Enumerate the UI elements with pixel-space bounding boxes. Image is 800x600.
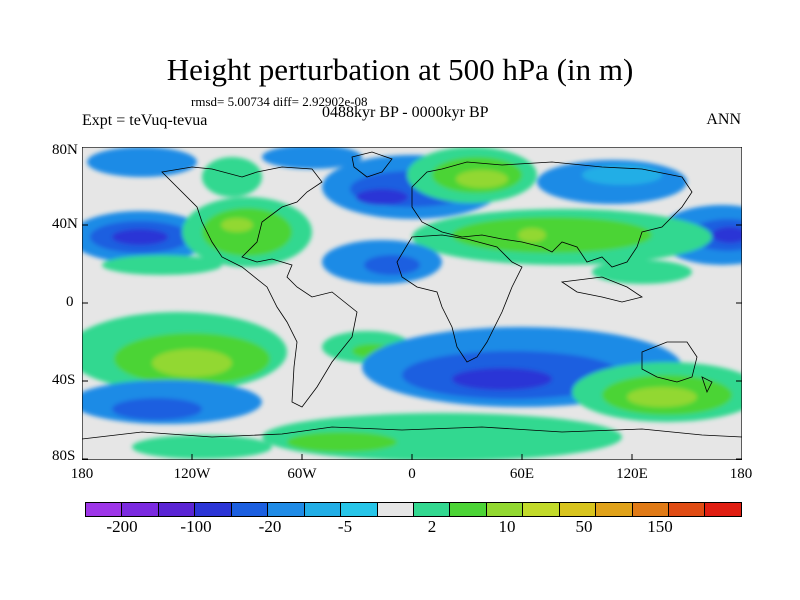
colorbar-swatch-4 bbox=[230, 503, 268, 516]
colorbar-swatch-5 bbox=[267, 503, 304, 516]
colorbar-swatch-6 bbox=[303, 503, 341, 516]
experiment-label: Expt = teVuq-tevua bbox=[82, 112, 208, 129]
colorbar-swatch-7 bbox=[340, 503, 377, 516]
coastlines bbox=[82, 151, 742, 440]
lat-label-80n: 80N bbox=[52, 142, 78, 158]
colorbar-label: 10 bbox=[498, 517, 516, 536]
lat-label-0: 0 bbox=[66, 294, 74, 310]
stats-text: rmsd= 5.00734 diff= 2.92902e-08 bbox=[191, 94, 368, 109]
colorbar-swatch-16 bbox=[668, 503, 705, 516]
lon-label-120e: 120E bbox=[616, 466, 648, 482]
lon-label-0: 0 bbox=[408, 466, 416, 482]
chart-title: Height perturbation at 500 hPa (in m) bbox=[166, 52, 634, 87]
lon-label-60w: 60W bbox=[287, 466, 317, 482]
map-plot bbox=[82, 147, 742, 460]
colorbar-swatch-14 bbox=[595, 503, 632, 516]
colorbar-swatch-2 bbox=[157, 503, 195, 516]
lon-label-180w: 180 bbox=[70, 466, 94, 482]
colorbar-swatch-10 bbox=[449, 503, 486, 516]
colorbar-swatch-15 bbox=[631, 503, 668, 516]
lat-label-80s: 80S bbox=[52, 448, 76, 464]
colorbar-swatch-12 bbox=[522, 503, 559, 516]
season-label: ANN bbox=[706, 111, 741, 128]
contour-fill bbox=[82, 147, 742, 460]
tick-marks bbox=[82, 147, 742, 460]
colorbar-label: -5 bbox=[337, 517, 353, 536]
colorbar-label: 150 bbox=[647, 517, 673, 536]
colorbar-label: 50 bbox=[575, 517, 593, 536]
colorbar-swatch-17 bbox=[704, 503, 741, 516]
lat-label-40s: 40S bbox=[52, 372, 76, 388]
colorbar-label: -20 bbox=[258, 517, 282, 536]
colorbar-swatch-9 bbox=[412, 503, 450, 516]
colorbar-swatch-11 bbox=[485, 503, 523, 516]
colorbar bbox=[85, 502, 742, 517]
colorbar-label: -200 bbox=[106, 517, 138, 536]
colorbar-label: 2 bbox=[427, 517, 437, 536]
lon-label-60e: 60E bbox=[509, 466, 535, 482]
period-label: 0488kyr BP - 0000kyr BP bbox=[322, 104, 489, 121]
colorbar-swatch-0 bbox=[86, 503, 122, 516]
colorbar-swatch-8 bbox=[376, 503, 413, 516]
colorbar-swatch-13 bbox=[558, 503, 596, 516]
lon-label-120w: 120W bbox=[173, 466, 211, 482]
colorbar-swatch-3 bbox=[194, 503, 231, 516]
colorbar-label: -100 bbox=[180, 517, 212, 536]
lon-label-180e: 180 bbox=[729, 466, 753, 482]
lat-label-40n: 40N bbox=[52, 216, 78, 232]
colorbar-swatch-1 bbox=[121, 503, 158, 516]
